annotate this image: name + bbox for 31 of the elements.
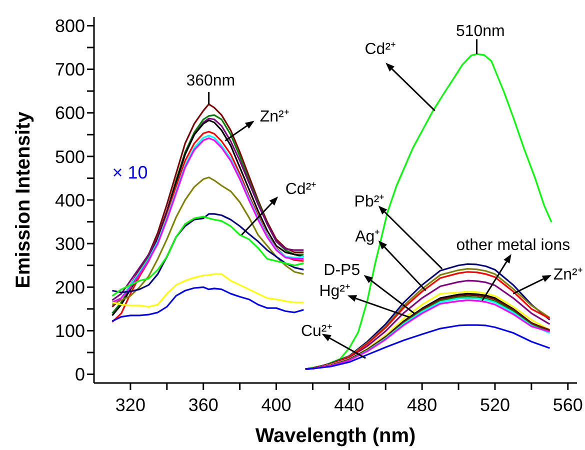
- y-tick-label: 300: [54, 234, 85, 254]
- x-tick-label: 520: [480, 394, 510, 415]
- x-tick-label: 400: [261, 394, 292, 415]
- y-tick-label: 400: [54, 190, 85, 210]
- annotation: Zn²⁺: [260, 108, 289, 126]
- annotation: Cd²⁺: [285, 180, 316, 198]
- annotation: 510nm: [456, 23, 505, 40]
- annotation: other metal ions: [456, 236, 570, 254]
- y-tick-label: 0: [74, 364, 85, 385]
- y-tick-label: 100: [54, 321, 85, 342]
- y-tick-label: 700: [54, 60, 85, 80]
- annotation: Hg²⁺: [319, 283, 350, 300]
- x-tick-label: 320: [115, 394, 146, 415]
- x-tick-label: 440: [334, 394, 364, 415]
- annotation: Ag⁺: [355, 228, 380, 246]
- y-tick-label: 200: [54, 278, 85, 298]
- annotation: 360nm: [186, 72, 236, 90]
- y-axis-title: Emission Intensity: [12, 110, 34, 288]
- x-tick-label: 360: [188, 394, 218, 415]
- annotation: D-P5: [324, 262, 360, 279]
- x-axis-title: Wavelength (nm): [255, 425, 416, 447]
- y-tick-label: 800: [54, 16, 85, 36]
- x-tick-label: 560: [552, 394, 583, 415]
- y-tick-label: 600: [54, 103, 85, 124]
- annotation: × 10: [112, 162, 148, 183]
- x-tick-label: 480: [407, 394, 438, 415]
- y-tick-label: 500: [54, 146, 85, 167]
- annotation: Cu²⁺: [300, 323, 332, 340]
- annotation: Zn²⁺: [553, 266, 582, 284]
- annotation: Cd²⁺: [364, 40, 396, 58]
- annotation: Pb²⁺: [354, 193, 384, 210]
